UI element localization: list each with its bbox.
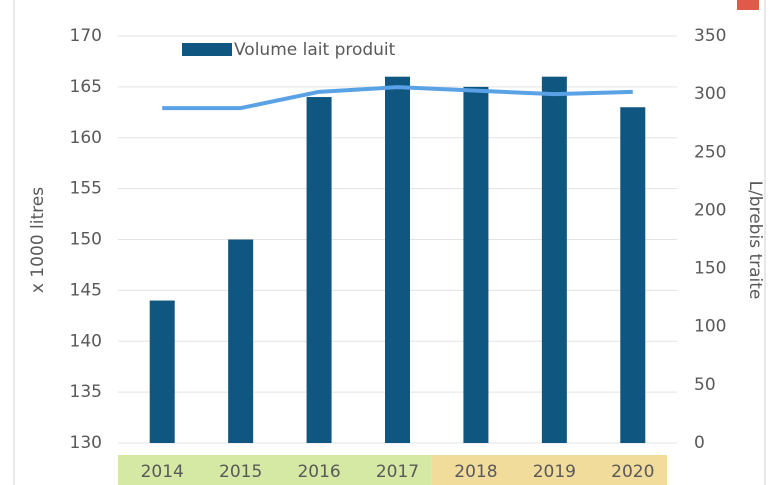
- y-tick-label: 170: [70, 26, 102, 46]
- x-tick-label: 2017: [376, 462, 419, 482]
- y2-tick-label: 150: [694, 259, 726, 279]
- x-tick-label: 2015: [219, 462, 262, 482]
- x-tick-label: 2019: [533, 462, 576, 482]
- y-tick-label: 140: [70, 331, 102, 351]
- bar: [620, 107, 646, 443]
- y-tick-label: 165: [70, 77, 102, 97]
- y2-tick-label: 50: [694, 375, 716, 395]
- x-tick-label: 2014: [141, 462, 184, 482]
- bar: [541, 76, 567, 443]
- y2-tick-label: 250: [694, 142, 726, 162]
- y2-axis-label: L/brebis traite: [745, 181, 765, 300]
- bar: [228, 239, 254, 443]
- corner-icon: [737, 0, 759, 10]
- x-tick-label: 2016: [297, 462, 340, 482]
- y-tick-label: 150: [70, 230, 102, 250]
- y-tick-label: 155: [70, 179, 102, 199]
- x-tick-label: 2018: [454, 462, 497, 482]
- x-tick-label: 2020: [611, 462, 654, 482]
- category-band: [118, 455, 432, 485]
- y-tick-label: 145: [70, 280, 102, 300]
- bar: [149, 300, 175, 443]
- bar: [306, 97, 332, 444]
- y2-tick-label: 350: [694, 26, 726, 46]
- bar: [385, 76, 410, 443]
- legend-label: Volume lait produit: [234, 40, 396, 60]
- y2-tick-label: 200: [694, 200, 726, 220]
- y2-tick-label: 0: [694, 433, 705, 453]
- y-tick-label: 130: [70, 433, 102, 453]
- line: [162, 85, 633, 111]
- y-tick-label: 135: [70, 382, 102, 402]
- category-band: [431, 455, 667, 485]
- y2-tick-label: 100: [694, 317, 726, 337]
- legend-swatch: [182, 43, 232, 56]
- y-axis-label: x 1000 litres: [28, 187, 48, 293]
- y-tick-label: 160: [70, 128, 102, 148]
- y2-tick-label: 300: [694, 84, 726, 104]
- bar: [463, 86, 489, 443]
